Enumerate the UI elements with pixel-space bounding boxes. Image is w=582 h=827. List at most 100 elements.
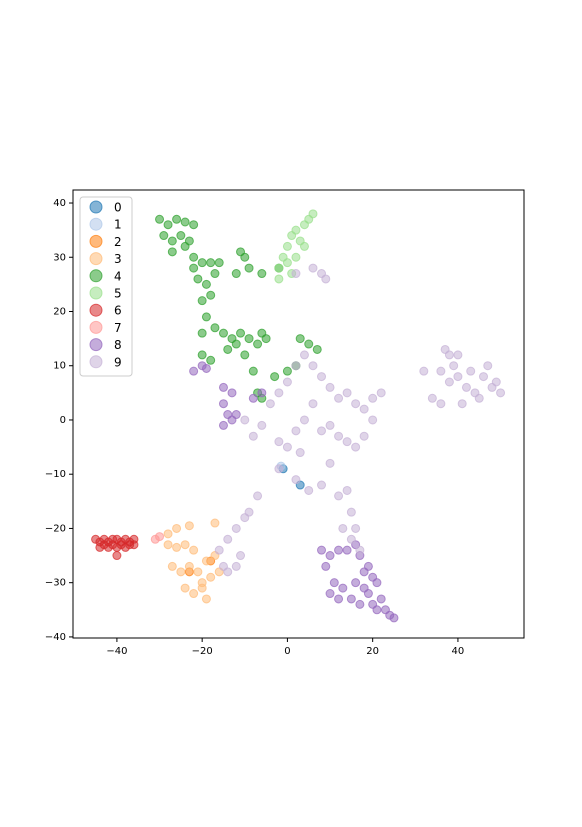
point — [184, 521, 194, 531]
point — [334, 594, 344, 604]
y-tick-label: −20 — [45, 523, 66, 534]
point — [338, 523, 348, 533]
legend-marker — [89, 200, 103, 214]
point — [317, 372, 327, 382]
point — [189, 220, 199, 230]
point — [210, 323, 220, 333]
point — [214, 258, 224, 268]
x-tick-label: 0 — [284, 646, 290, 657]
point — [346, 534, 356, 544]
point — [240, 415, 250, 425]
point — [453, 350, 463, 360]
point — [461, 382, 471, 392]
point — [321, 561, 331, 571]
point — [193, 274, 203, 284]
point — [334, 431, 344, 441]
point — [359, 583, 369, 593]
point — [218, 328, 228, 338]
point — [436, 366, 446, 376]
point — [351, 399, 361, 409]
point — [453, 372, 463, 382]
point — [368, 415, 378, 425]
legend-label: 2 — [114, 235, 122, 249]
point — [180, 217, 190, 227]
legend-marker — [89, 269, 103, 283]
point — [172, 542, 182, 552]
point — [197, 583, 207, 593]
point — [363, 561, 373, 571]
point — [236, 551, 246, 561]
point — [197, 258, 207, 268]
point — [376, 594, 386, 604]
point — [334, 393, 344, 403]
point — [338, 583, 348, 593]
point — [274, 437, 284, 447]
point — [317, 480, 327, 490]
point — [167, 247, 177, 257]
point — [274, 388, 284, 398]
y-tick-label: 20 — [53, 306, 66, 317]
point — [163, 529, 173, 539]
point — [334, 545, 344, 555]
point — [223, 567, 233, 577]
point — [244, 334, 254, 344]
legend-marker — [89, 234, 103, 248]
point — [368, 393, 378, 403]
point — [282, 258, 292, 268]
point — [112, 551, 122, 561]
point — [253, 339, 263, 349]
point — [291, 475, 301, 485]
point — [218, 420, 228, 430]
point — [244, 263, 254, 273]
point — [308, 361, 318, 371]
point — [346, 507, 356, 517]
point — [248, 393, 258, 403]
point — [334, 491, 344, 501]
point — [201, 594, 211, 604]
point — [449, 361, 459, 371]
point — [474, 393, 484, 403]
point — [359, 404, 369, 414]
point — [231, 339, 241, 349]
point — [325, 551, 335, 561]
point — [214, 545, 224, 555]
point — [359, 431, 369, 441]
point — [257, 420, 267, 430]
point — [189, 263, 199, 273]
point — [291, 426, 301, 436]
point — [201, 312, 211, 322]
point — [218, 382, 228, 392]
point — [197, 296, 207, 306]
point — [282, 377, 292, 387]
point — [321, 274, 331, 284]
point — [466, 366, 476, 376]
point — [351, 442, 361, 452]
point — [291, 269, 301, 279]
point — [427, 393, 437, 403]
legend-label: 3 — [114, 252, 122, 266]
point — [325, 589, 335, 599]
legend-marker — [89, 355, 103, 369]
point — [223, 344, 233, 354]
point — [172, 523, 182, 533]
point — [244, 507, 254, 517]
point — [206, 572, 216, 582]
point — [372, 578, 382, 588]
point — [295, 334, 305, 344]
y-tick-label: −10 — [45, 469, 66, 480]
plot-frame — [72, 189, 525, 639]
point — [419, 366, 429, 376]
point — [240, 350, 250, 360]
point — [308, 263, 318, 273]
point — [163, 540, 173, 550]
x-tick-label: 40 — [452, 646, 465, 657]
point — [282, 241, 292, 251]
point — [351, 523, 361, 533]
point — [496, 388, 506, 398]
y-tick-label: 40 — [53, 198, 66, 209]
point — [180, 241, 190, 251]
legend-marker — [89, 338, 103, 352]
point — [201, 363, 211, 373]
point — [231, 269, 241, 279]
